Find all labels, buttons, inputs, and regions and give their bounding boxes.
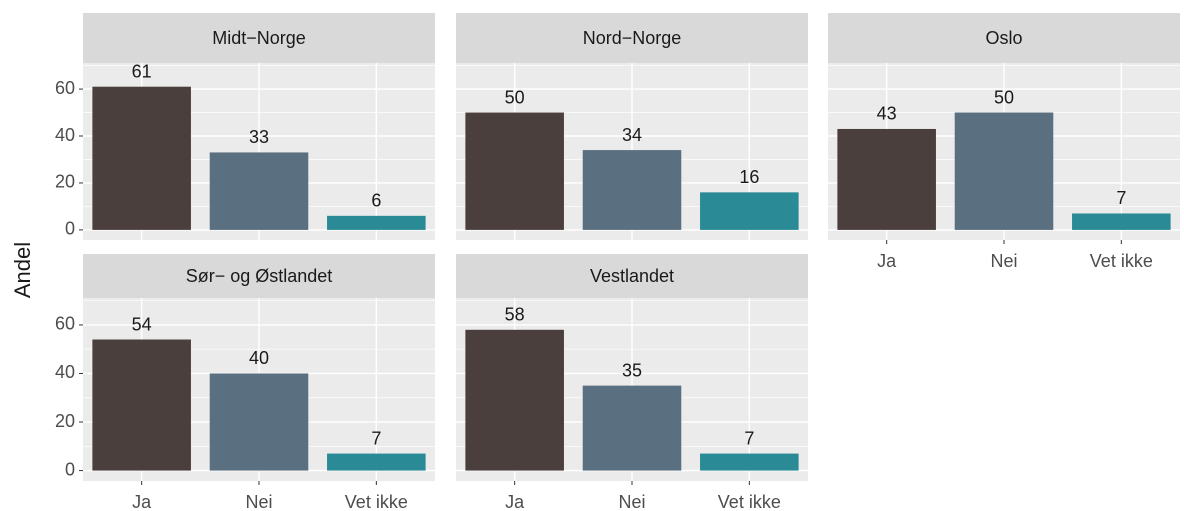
data-label: 34: [622, 125, 642, 145]
y-tick-label: 40: [55, 125, 75, 145]
data-label: 7: [744, 428, 754, 448]
bar: [92, 339, 191, 471]
strip: [83, 13, 435, 63]
x-tick-label: Ja: [877, 251, 897, 271]
y-tick-label: 0: [65, 459, 75, 479]
x-tick-label: Vet ikke: [1090, 251, 1153, 271]
x-tick-label: Ja: [132, 492, 152, 511]
bar: [582, 150, 682, 230]
strip: [828, 13, 1180, 63]
data-label: 50: [505, 87, 525, 107]
bar: [327, 453, 426, 471]
y-tick-label: 0: [65, 219, 75, 239]
bar: [327, 215, 426, 230]
data-label: 61: [132, 61, 152, 81]
y-tick-label: 20: [55, 172, 75, 192]
bar: [1072, 213, 1171, 230]
data-label: 54: [132, 314, 152, 334]
x-tick-label: Nei: [245, 492, 272, 511]
strip: [456, 13, 808, 63]
bar: [465, 112, 564, 230]
bar: [582, 385, 682, 471]
bar: [700, 192, 799, 230]
data-label: 7: [1116, 188, 1126, 208]
data-label: 33: [249, 127, 269, 147]
bar: [700, 453, 799, 471]
data-label: 43: [877, 104, 897, 124]
panel-title: Midt−Norge: [212, 28, 306, 48]
x-tick-label: Vet ikke: [345, 492, 408, 511]
bar: [954, 112, 1054, 230]
data-label: 7: [371, 428, 381, 448]
x-tick-label: Nei: [990, 251, 1017, 271]
data-label: 6: [371, 191, 381, 211]
x-tick-label: Ja: [505, 492, 525, 511]
y-tick-label: 60: [55, 314, 75, 334]
bar: [209, 152, 309, 230]
bar: [465, 329, 564, 471]
data-label: 35: [622, 360, 642, 380]
bar: [837, 128, 936, 230]
y-tick-label: 60: [55, 78, 75, 98]
strip: [456, 254, 808, 298]
y-tick-label: 40: [55, 362, 75, 382]
panel-title: Oslo: [985, 28, 1022, 48]
panel-title: Vestlandet: [590, 266, 674, 286]
data-label: 16: [739, 167, 759, 187]
x-tick-label: Nei: [618, 492, 645, 511]
strip: [83, 254, 435, 298]
y-axis-label: Andel: [10, 242, 35, 298]
panel-title: Sør− og Østlandet: [186, 266, 333, 286]
bar: [92, 86, 191, 230]
y-tick-label: 20: [55, 411, 75, 431]
data-label: 50: [994, 87, 1014, 107]
x-tick-label: Vet ikke: [718, 492, 781, 511]
data-label: 40: [249, 348, 269, 368]
bar: [209, 373, 309, 471]
data-label: 58: [505, 305, 525, 325]
panel-title: Nord−Norge: [583, 28, 682, 48]
